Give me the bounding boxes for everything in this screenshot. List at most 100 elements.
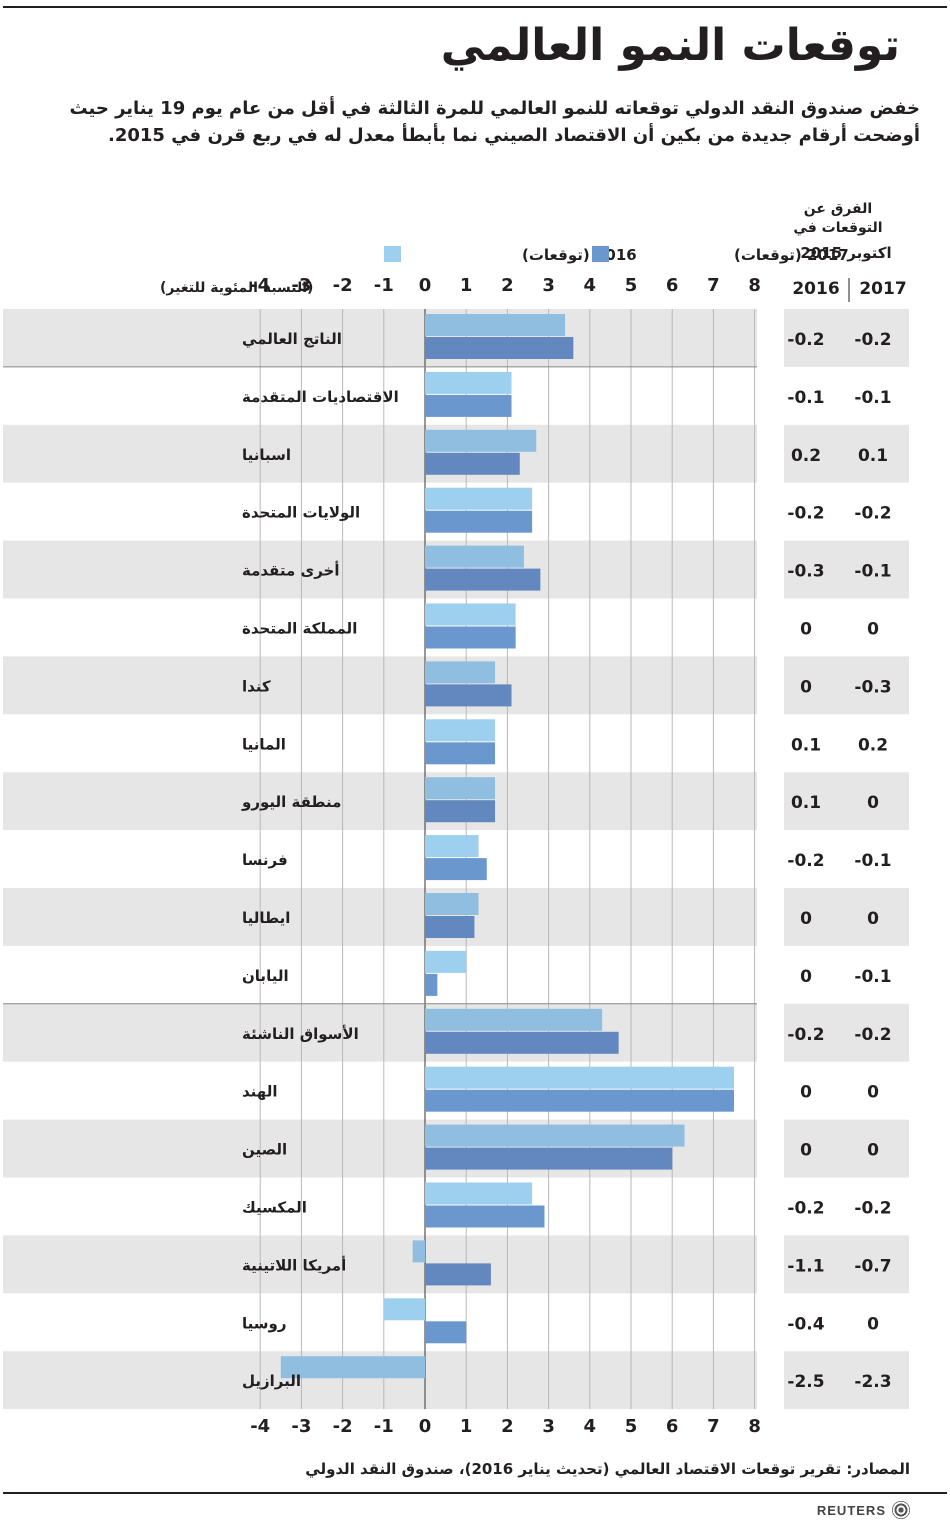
bar-2017 xyxy=(425,1321,467,1344)
tick-label-top: -3 xyxy=(291,275,311,296)
tick-label-bottom: -4 xyxy=(250,1416,270,1437)
tick-label-bottom: -3 xyxy=(291,1416,311,1437)
diff-row-band xyxy=(784,1119,909,1178)
diff-row-band xyxy=(784,1351,909,1410)
tick-label-bottom: -1 xyxy=(374,1416,394,1437)
diff-2016-value: 0 xyxy=(800,1141,812,1161)
axis-ticks: -4 -4 -3 -3 -2 -2 -1 -1 0 0 1 1 2 2 3 3 4 4 5 5 6 6 7 7 8 8 xyxy=(250,275,761,1437)
diff-2017-value: -0.2 xyxy=(854,1198,891,1218)
row-band xyxy=(3,1235,757,1294)
diff-row-band xyxy=(784,656,909,715)
category-label: منطقة اليورو xyxy=(241,793,341,811)
tick-label-top: 3 xyxy=(542,275,555,296)
diff-row-band xyxy=(784,309,909,367)
bar-2016 xyxy=(425,893,479,915)
diff-2017-value: -2.3 xyxy=(854,1372,891,1392)
bar-2016 xyxy=(425,487,533,510)
bar-2016 xyxy=(425,835,479,858)
diff-row-band xyxy=(784,1235,909,1294)
unit-label: (النسبة المئوية للتغير) xyxy=(160,280,313,296)
diff-row-band xyxy=(784,424,909,483)
tick-label-bottom: 4 xyxy=(584,1416,597,1437)
diff-2017-value: -0.7 xyxy=(854,1256,891,1276)
bar-2016 xyxy=(425,545,524,568)
tick-label-top: 5 xyxy=(625,275,638,296)
bar-2017 xyxy=(425,452,520,475)
diff-2016-value: -0.1 xyxy=(787,388,824,408)
diff-row-band xyxy=(784,540,909,599)
diff-2017-value: -0.2 xyxy=(854,1025,891,1045)
diff-2017-value: -0.3 xyxy=(854,677,891,697)
category-label: الناتج العالمي xyxy=(242,330,342,348)
diff-2016-value: -0.2 xyxy=(787,504,824,524)
legend: 2016 (توقعات) 2017 (توقعات) xyxy=(384,246,849,264)
tick-label-bottom: 6 xyxy=(666,1416,679,1437)
bar-2017 xyxy=(425,568,541,591)
reuters-brand: REUTERS xyxy=(817,1501,910,1519)
category-label: المكسيك xyxy=(242,1198,307,1216)
diff-2017-value: 0 xyxy=(867,1141,879,1161)
row-band xyxy=(3,1003,757,1062)
bottom-rule xyxy=(3,1492,947,1494)
tick-label-top: -2 xyxy=(333,275,353,296)
diff-2017-value: 0 xyxy=(867,909,879,929)
category-label: المملكة المتحدة xyxy=(242,619,357,637)
bar-2016 xyxy=(425,603,516,626)
bar-2017 xyxy=(425,1263,491,1286)
bar-2016 xyxy=(425,1008,603,1031)
category-label: الهند xyxy=(242,1083,277,1101)
tick-label-top: 6 xyxy=(666,275,679,296)
category-label: ايطاليا xyxy=(242,909,290,927)
category-label: الأسواق الناشئة xyxy=(242,1025,359,1043)
diff-2016-value: 0.1 xyxy=(791,735,821,755)
diff-2017-value: -0.1 xyxy=(854,967,891,987)
bar-2017 xyxy=(425,1147,673,1170)
bar-2016 xyxy=(425,371,512,394)
diff-2016-value: -0.2 xyxy=(787,851,824,871)
category-label: الولايات المتحدة xyxy=(242,504,360,522)
page-subtitle: خفض صندوق النقد الدولي توقعاته للنمو الع… xyxy=(69,98,920,146)
row-band xyxy=(3,540,757,599)
row-band xyxy=(3,309,757,367)
bar-2017 xyxy=(425,626,516,649)
bar-2017 xyxy=(425,1205,545,1228)
category-label: أخرى متقدمة xyxy=(242,561,340,580)
tick-label-bottom: 0 xyxy=(419,1416,432,1437)
diff-header-line2: التوقعات في xyxy=(793,220,882,236)
bars xyxy=(280,314,734,1379)
diff-2016-value: 0 xyxy=(800,909,812,929)
bar-2017 xyxy=(425,858,487,881)
tick-label-bottom: 7 xyxy=(707,1416,720,1437)
tick-label-bottom: 1 xyxy=(460,1416,473,1437)
diff-2017-value: 0.2 xyxy=(858,735,888,755)
diff-2016-value: 0.1 xyxy=(791,793,821,813)
tick-label-bottom: 2 xyxy=(501,1416,514,1437)
tick-label-top: -1 xyxy=(374,275,394,296)
tick-label-top: 0 xyxy=(419,275,432,296)
category-label: أمريكا اللاتينية xyxy=(242,1255,346,1274)
bar-2017 xyxy=(425,394,512,417)
bar-2016 xyxy=(425,1124,685,1147)
diff-2017-value: -0.1 xyxy=(854,851,891,871)
bar-2016 xyxy=(412,1240,425,1263)
legend-swatch-2017 xyxy=(592,246,609,262)
category-label: البرازيل xyxy=(242,1372,301,1390)
category-labels: الناتج العالمي الاقتصاديات المتقدمة اسباني… xyxy=(241,330,399,1390)
diff-2017-value: 0 xyxy=(867,793,879,813)
bar-2016 xyxy=(425,314,566,336)
bar-2017 xyxy=(425,1031,619,1054)
row-band xyxy=(3,656,757,715)
bar-2017 xyxy=(425,510,533,533)
diff-2017-value: 0 xyxy=(867,1314,879,1334)
diff-2016-value: -0.4 xyxy=(787,1314,824,1334)
tick-label-top: 8 xyxy=(748,275,761,296)
legend-label-2017: 2017 (توقعات) xyxy=(734,246,849,264)
diff-2017-value: 0 xyxy=(867,1083,879,1103)
bar-2016 xyxy=(280,1356,425,1379)
diff-2017-value: 0.1 xyxy=(858,446,888,466)
bar-2017 xyxy=(425,1089,734,1112)
diff-2016-value: -0.2 xyxy=(787,1025,824,1045)
reuters-logo-icon xyxy=(892,1501,910,1519)
diff-col-header-2016: 2016 xyxy=(792,279,839,299)
diff-2016-value: 0 xyxy=(800,619,812,639)
